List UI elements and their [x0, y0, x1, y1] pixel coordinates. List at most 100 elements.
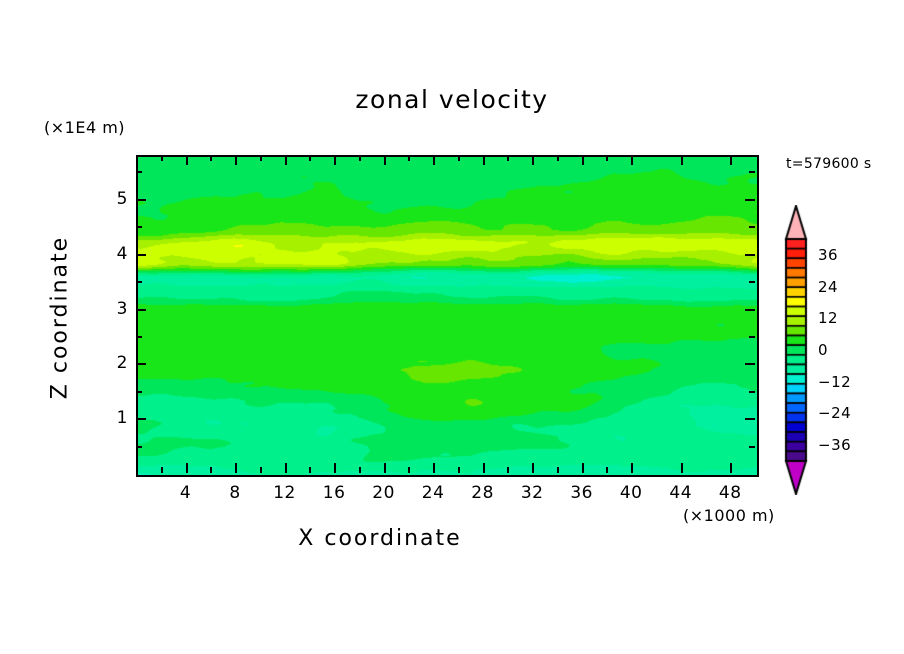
x-tick-minor: [210, 467, 213, 473]
x-tick-label: 40: [619, 483, 643, 503]
y-tick-label: 3: [116, 298, 128, 319]
y-tick-minor: [136, 171, 142, 174]
x-tick-major-top: [532, 155, 535, 165]
x-tick-label: 4: [179, 483, 192, 503]
x-tick-minor-top: [259, 155, 262, 161]
x-axis-unit-label: (×1000 m): [683, 506, 775, 525]
x-tick-minor-top: [210, 155, 213, 161]
y-tick-major-right: [745, 253, 755, 256]
x-tick-minor: [358, 467, 361, 473]
y-tick-major: [136, 253, 146, 256]
x-tick-minor-top: [309, 155, 312, 161]
x-tick-label: 20: [372, 483, 395, 503]
x-tick-major: [631, 463, 634, 473]
x-tick-minor: [507, 467, 510, 473]
x-tick-major: [532, 463, 535, 473]
contour-field: [138, 157, 757, 475]
y-tick-major: [136, 418, 146, 421]
x-tick-label: 28: [471, 483, 494, 503]
y-tick-major-right: [745, 198, 755, 201]
y-tick-minor-right: [749, 390, 755, 393]
y-axis-title: Z coordinate: [47, 235, 73, 400]
x-tick-major-top: [581, 155, 584, 165]
x-tick-minor: [457, 467, 460, 473]
x-tick-major: [730, 463, 733, 473]
x-tick-major-top: [631, 155, 634, 165]
y-tick-major-right: [745, 308, 755, 311]
chart-title: zonal velocity: [355, 85, 549, 114]
y-tick-label: 1: [116, 408, 128, 429]
x-tick-label: 36: [570, 483, 593, 503]
y-tick-major: [136, 198, 146, 201]
x-tick-major: [284, 463, 287, 473]
x-tick-major: [581, 463, 584, 473]
x-tick-label: 44: [669, 483, 693, 503]
x-tick-label: 8: [229, 483, 241, 503]
y-tick-major: [136, 363, 146, 366]
timestamp-annotation: t=579600 s: [786, 156, 872, 172]
colorbar-tick-label: −24: [818, 404, 852, 423]
y-tick-major-right: [745, 418, 755, 421]
y-tick-label: 2: [116, 353, 128, 374]
x-tick-label: 16: [322, 483, 346, 503]
x-tick-major-top: [235, 155, 238, 165]
y-tick-label: 5: [116, 188, 128, 209]
x-tick-major-top: [680, 155, 683, 165]
x-tick-major-top: [433, 155, 436, 165]
contour-plot-area: [136, 155, 759, 477]
colorbar-tick-label: 12: [818, 309, 839, 328]
x-tick-minor-top: [408, 155, 411, 161]
x-tick-major: [185, 463, 188, 473]
x-tick-label: 48: [718, 483, 742, 503]
x-tick-major-top: [334, 155, 337, 165]
x-tick-minor: [606, 467, 609, 473]
x-tick-minor-top: [457, 155, 460, 161]
x-tick-minor-top: [358, 155, 361, 161]
x-tick-minor-top: [556, 155, 559, 161]
x-tick-label: 12: [273, 483, 296, 503]
x-tick-major-top: [383, 155, 386, 165]
x-tick-major-top: [482, 155, 485, 165]
colorbar-gradient: [781, 205, 811, 495]
y-tick-major: [136, 308, 146, 311]
y-tick-minor-right: [749, 171, 755, 174]
x-tick-minor-top: [606, 155, 609, 161]
y-tick-major-right: [745, 363, 755, 366]
x-tick-minor: [259, 467, 262, 473]
y-tick-minor: [136, 390, 142, 393]
y-tick-minor-right: [749, 226, 755, 229]
x-tick-major-top: [730, 155, 733, 165]
y-tick-minor-right: [749, 281, 755, 284]
colorbar-tick-label: 0: [818, 341, 829, 359]
colorbar-tick-label: −12: [818, 372, 852, 391]
x-tick-major-top: [185, 155, 188, 165]
x-tick-major: [383, 463, 386, 473]
y-tick-minor: [136, 226, 142, 229]
x-tick-major: [334, 463, 337, 473]
y-tick-label: 4: [116, 243, 128, 264]
x-tick-minor: [408, 467, 411, 473]
x-tick-minor: [556, 467, 559, 473]
x-tick-minor-top: [507, 155, 510, 161]
colorbar-tick-label: 36: [818, 245, 839, 264]
x-tick-label: 32: [520, 483, 544, 503]
colorbar-tick-label: 24: [818, 277, 839, 296]
x-tick-minor-top: [160, 155, 163, 161]
y-tick-minor: [136, 445, 142, 448]
x-tick-major: [433, 463, 436, 473]
y-tick-minor: [136, 281, 142, 284]
y-tick-minor-right: [749, 445, 755, 448]
x-axis-title: X coordinate: [298, 526, 462, 551]
colorbar-tick-label: −36: [818, 436, 852, 455]
x-tick-major: [680, 463, 683, 473]
y-tick-minor: [136, 335, 142, 338]
x-tick-major-top: [284, 155, 287, 165]
y-axis-unit-label: (×1E4 m): [44, 118, 126, 137]
x-tick-minor: [160, 467, 163, 473]
x-tick-label: 24: [421, 483, 445, 503]
colorbar: [781, 205, 811, 495]
x-tick-major: [482, 463, 485, 473]
x-tick-major: [235, 463, 238, 473]
x-tick-minor: [309, 467, 312, 473]
